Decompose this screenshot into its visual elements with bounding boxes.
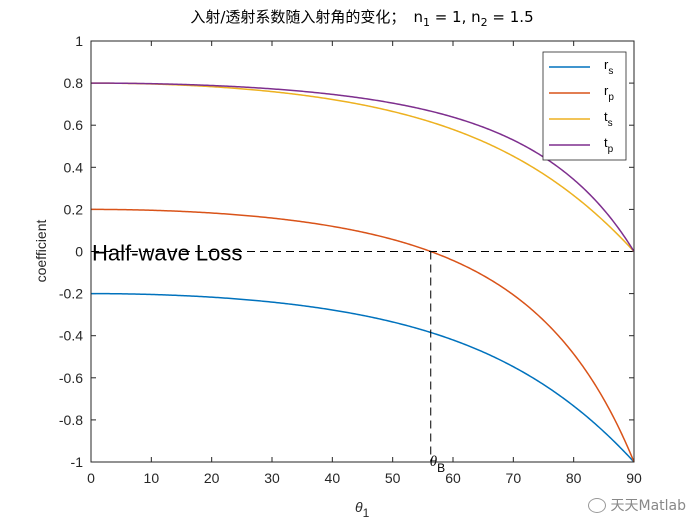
x-tick-label: 10 (144, 470, 160, 486)
y-tick-label: -0.8 (59, 412, 83, 428)
half-wave-loss-label: Half-wave Loss (92, 241, 242, 266)
y-tick-label: 0.2 (64, 201, 84, 217)
y-tick-label: 0.6 (64, 117, 84, 133)
x-tick-label: 0 (87, 470, 95, 486)
y-tick-label: -0.2 (59, 286, 83, 302)
x-tick-label: 80 (566, 470, 582, 486)
y-tick-label: 0.8 (64, 75, 84, 91)
chart-title: 入射/透射系数随入射角的变化； n1 = 1, n2 = 1.5 (190, 8, 533, 29)
brewster-label: θB (430, 454, 445, 475)
legend-label: ts (604, 109, 613, 129)
legend-label: tp (604, 135, 614, 155)
legend-label: rp (604, 83, 614, 103)
y-tick-label: 1 (75, 33, 83, 49)
y-axis-label: coefficient (33, 219, 49, 282)
legend: rs rp ts tp (542, 51, 627, 161)
x-tick-label: 70 (506, 470, 522, 486)
wechat-icon (588, 497, 607, 513)
y-tick-label: -0.4 (59, 328, 83, 344)
watermark: 天天Matlab (588, 495, 686, 515)
watermark-text: 天天Matlab (610, 498, 686, 514)
y-tick-label: -1 (71, 454, 84, 470)
y-tick-label: 0.4 (64, 159, 84, 175)
x-axis-label: θ1 (355, 499, 370, 520)
y-tick-label: -0.6 (59, 370, 83, 386)
x-tick-label: 90 (626, 470, 642, 486)
series-line-rp (91, 208, 635, 463)
x-tick-label: 40 (325, 470, 341, 486)
x-tick-label: 50 (385, 470, 401, 486)
x-tick-label: 30 (264, 470, 280, 486)
x-tick-label: 20 (204, 470, 220, 486)
x-tick-label: 60 (445, 470, 461, 486)
series-line-rs (91, 292, 635, 463)
legend-label: rs (604, 57, 613, 77)
axes-box (90, 40, 635, 463)
y-tick-label: 0 (75, 244, 83, 260)
